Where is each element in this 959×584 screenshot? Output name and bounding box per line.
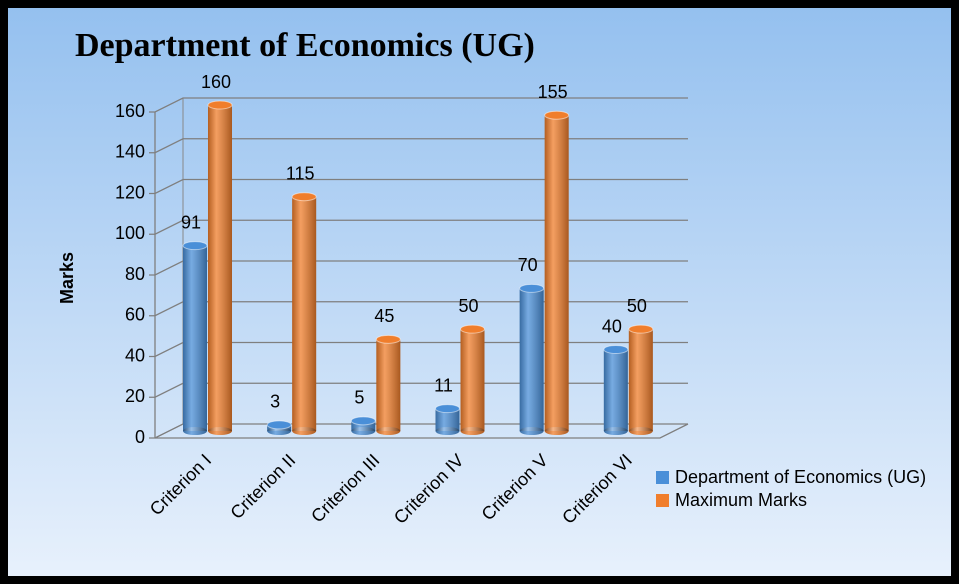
bar-base-shade [519, 427, 544, 435]
bar-shade [519, 288, 544, 431]
bar-base-shade [603, 427, 628, 435]
legend-swatch [656, 471, 669, 484]
y-tick-label: 80 [125, 264, 145, 284]
bar-shade [544, 115, 569, 431]
legend-label: Maximum Marks [675, 490, 808, 510]
bar-base-shade [208, 427, 232, 435]
grid-line [149, 301, 688, 317]
y-tick-label: 120 [115, 182, 145, 202]
bar-top [628, 324, 654, 334]
bar-top [291, 192, 317, 202]
legend: Department of Economics (UG) Maximum Mark… [654, 466, 944, 512]
data-label: 70 [518, 255, 538, 275]
bar-base-shade [628, 427, 653, 435]
grid-line [149, 178, 688, 195]
bar-top [435, 404, 460, 414]
bar-base-shade [183, 427, 207, 435]
bar-top [519, 283, 545, 293]
y-tick-label: 40 [125, 345, 145, 365]
bar-base-shade [292, 427, 317, 435]
bar-shade [628, 329, 653, 431]
data-label: 3 [270, 392, 280, 412]
data-label: 5 [354, 388, 364, 408]
bar-shade [183, 245, 207, 431]
grid-line [149, 97, 688, 113]
data-label: 50 [627, 296, 647, 316]
data-label: 50 [458, 296, 478, 316]
data-label: 155 [538, 82, 568, 102]
bar-base-shade [460, 427, 485, 435]
data-label: 40 [602, 316, 622, 336]
bar-base-shade [435, 427, 460, 435]
bar-base-shade [544, 427, 569, 435]
bar-shade [376, 339, 401, 431]
y-tick-label: 160 [115, 101, 145, 121]
floor [155, 423, 689, 439]
bar-shade [603, 349, 628, 431]
bar-top [350, 416, 376, 426]
chart-title: Department of Economics (UG) [75, 27, 535, 64]
bar-base-shade [267, 427, 292, 435]
bar-top [603, 345, 629, 354]
data-label: 45 [374, 306, 394, 326]
y-tick-label: 0 [135, 427, 145, 447]
bar-top [544, 110, 570, 120]
bar-shade [351, 420, 376, 431]
data-label: 91 [181, 212, 201, 232]
grid-line [149, 260, 688, 276]
bar-shade [292, 196, 317, 431]
bar-base-shade [351, 427, 376, 435]
bar-top [182, 241, 208, 251]
legend-label: Department of Economics (UG) [675, 467, 927, 487]
grid-line [149, 219, 688, 235]
bar-shade [208, 105, 232, 431]
y-tick-label: 100 [115, 223, 145, 243]
y-tick-label: 20 [125, 386, 145, 406]
bar-top [207, 100, 233, 110]
y-tick-label: 140 [115, 142, 145, 162]
bar-shade [435, 408, 460, 431]
grid-line [149, 138, 688, 154]
legend-swatch [656, 494, 669, 507]
y-axis-label: Marks [57, 252, 77, 304]
y-tick-label: 60 [125, 305, 145, 325]
grid-line [149, 382, 688, 398]
bar-base-shade [376, 427, 401, 435]
grid-line [149, 341, 688, 358]
data-label: 115 [286, 163, 315, 183]
bar-top [266, 420, 292, 430]
bar-shade [460, 329, 485, 431]
bar-top [460, 324, 485, 334]
legend-item: Department of Economics (UG) [654, 466, 944, 489]
legend-item: Maximum Marks [654, 489, 944, 512]
data-label: 160 [201, 72, 231, 92]
bar-top [375, 334, 401, 344]
data-label: 11 [434, 375, 453, 395]
